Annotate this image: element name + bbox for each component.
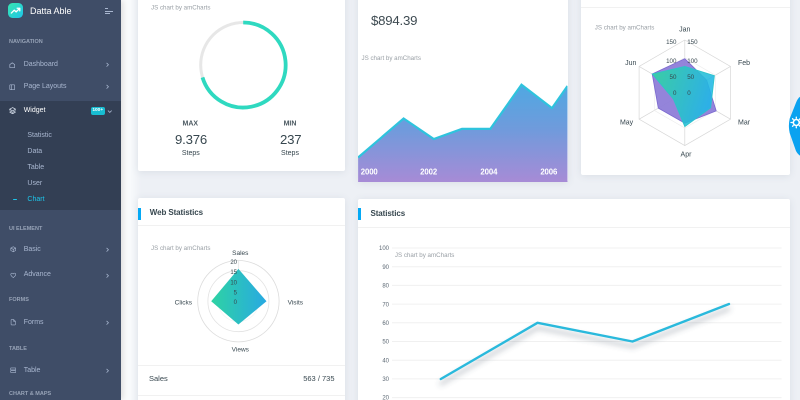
svg-text:70: 70 <box>382 302 389 308</box>
svg-text:50: 50 <box>382 340 389 346</box>
svg-text:MAX: MAX <box>183 121 199 128</box>
svg-text:50: 50 <box>687 74 694 81</box>
svg-text:MIN: MIN <box>284 121 297 128</box>
svg-text:15: 15 <box>230 270 237 276</box>
svg-text:150: 150 <box>666 39 677 46</box>
svg-text:May: May <box>620 119 634 126</box>
svg-text:100: 100 <box>379 246 390 252</box>
svg-text:JS chart by amCharts: JS chart by amCharts <box>151 245 211 252</box>
svg-text:0: 0 <box>673 90 677 97</box>
svg-text:50: 50 <box>670 74 677 81</box>
svg-text:0: 0 <box>687 90 691 97</box>
svg-text:$894.39: $894.39 <box>371 13 417 28</box>
svg-text:JS chart by amCharts: JS chart by amCharts <box>151 5 211 12</box>
svg-text:2002: 2002 <box>420 168 438 177</box>
svg-text:Jun: Jun <box>625 60 636 67</box>
svg-text:9.376: 9.376 <box>175 132 207 147</box>
svg-text:20: 20 <box>230 260 237 266</box>
svg-text:Steps: Steps <box>281 150 299 157</box>
svg-text:40: 40 <box>382 358 389 364</box>
svg-text:JS chart by amCharts: JS chart by amCharts <box>395 252 455 259</box>
svg-text:2006: 2006 <box>540 168 558 177</box>
svg-text:60: 60 <box>382 321 389 327</box>
svg-text:Views: Views <box>232 347 250 354</box>
svg-text:5: 5 <box>234 290 238 296</box>
svg-text:Feb: Feb <box>738 60 750 67</box>
svg-text:80: 80 <box>382 284 389 290</box>
svg-text:90: 90 <box>382 265 389 271</box>
svg-text:2000: 2000 <box>361 168 379 177</box>
svg-text:Steps: Steps <box>182 150 200 157</box>
svg-text:JS chart by amCharts: JS chart by amCharts <box>595 25 655 32</box>
svg-text:100: 100 <box>687 58 698 65</box>
svg-text:Visits: Visits <box>288 300 304 307</box>
svg-text:20: 20 <box>382 396 389 400</box>
svg-text:JS chart by amCharts: JS chart by amCharts <box>362 55 422 62</box>
svg-text:Sales: Sales <box>232 250 249 257</box>
svg-text:Clicks: Clicks <box>175 300 193 307</box>
svg-text:150: 150 <box>687 39 698 46</box>
svg-text:Apr: Apr <box>681 151 693 158</box>
svg-text:0: 0 <box>234 300 238 306</box>
svg-text:30: 30 <box>382 377 389 383</box>
svg-text:100: 100 <box>666 58 677 65</box>
svg-text:237: 237 <box>280 132 301 147</box>
svg-text:2004: 2004 <box>480 168 498 177</box>
svg-text:10: 10 <box>230 281 237 287</box>
svg-text:Mar: Mar <box>738 119 751 126</box>
svg-text:Jan: Jan <box>679 27 690 34</box>
